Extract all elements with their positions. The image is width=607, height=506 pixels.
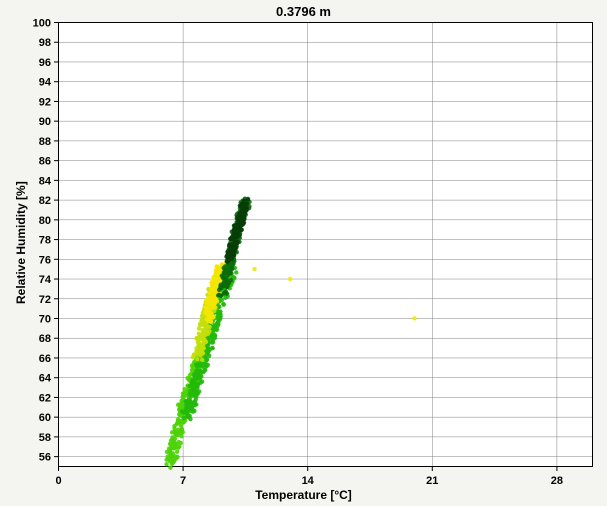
svg-text:72: 72 [39,294,51,306]
svg-text:90: 90 [39,116,51,128]
chart-title: 0.3796 m [0,4,607,19]
svg-text:86: 86 [39,156,51,168]
svg-text:60: 60 [39,412,51,424]
svg-text:96: 96 [39,57,51,69]
svg-text:92: 92 [39,96,51,108]
svg-text:80: 80 [39,215,51,227]
svg-text:7: 7 [180,475,186,487]
svg-text:56: 56 [39,452,51,464]
svg-text:66: 66 [39,353,51,365]
svg-text:68: 68 [39,333,51,345]
svg-text:0: 0 [55,475,61,487]
svg-text:14: 14 [302,475,315,487]
svg-text:28: 28 [551,475,563,487]
svg-text:21: 21 [426,475,438,487]
svg-text:64: 64 [39,373,52,385]
y-axis-label: Relative Humidity [%] [14,181,28,304]
svg-text:98: 98 [39,37,51,49]
svg-text:62: 62 [39,392,51,404]
svg-text:94: 94 [39,77,52,89]
svg-text:100: 100 [33,18,51,30]
svg-text:82: 82 [39,195,51,207]
chart-container: 0.3796 m Relative Humidity [%] Temperatu… [0,0,607,506]
svg-text:76: 76 [39,254,51,266]
svg-text:84: 84 [39,175,52,187]
x-axis-label: Temperature [°C] [0,488,607,502]
svg-text:88: 88 [39,136,51,148]
svg-text:78: 78 [39,235,51,247]
scatter-plot: 0714212856586062646668707274767880828486… [58,22,594,468]
svg-text:70: 70 [39,314,51,326]
svg-text:58: 58 [39,432,51,444]
svg-text:74: 74 [39,274,52,286]
